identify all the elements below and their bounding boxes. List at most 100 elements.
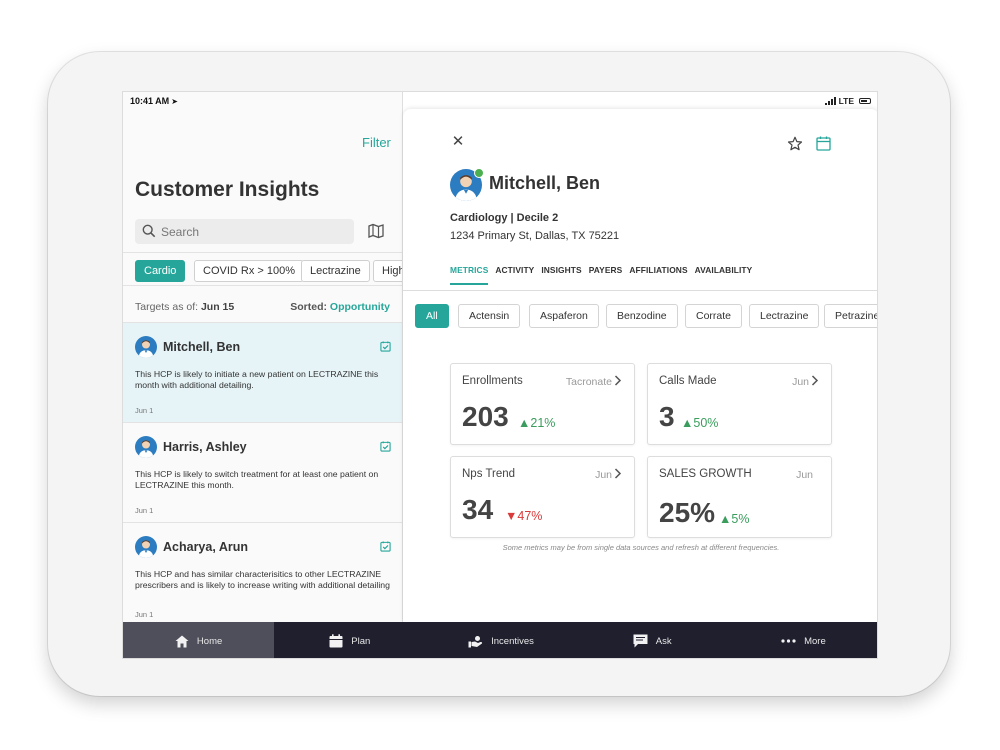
home-icon (175, 635, 189, 647)
nav-label: More (804, 635, 826, 647)
search-input[interactable] (161, 219, 346, 244)
nav-home[interactable]: Home (123, 622, 275, 658)
metric-card-sales-growth[interactable]: SALES GROWTH Jun 25% ▲5% (647, 456, 832, 538)
network-label: LTE (838, 96, 854, 106)
chip-cardio[interactable]: Cardio (135, 260, 186, 282)
product-chip-all[interactable]: All (415, 304, 449, 328)
hcp-name: Mitchell, Ben (163, 340, 241, 354)
product-chip-aspaferon[interactable]: Aspaferon (529, 304, 599, 328)
hcp-description: This HCP and has similar characterisitic… (135, 569, 390, 590)
battery-icon (859, 98, 871, 104)
targets-date-line: Targets as of: Jun 15 (135, 301, 235, 313)
product-chip-benzodine[interactable]: Benzodine (606, 304, 678, 328)
filter-chips: Cardio COVID Rx > 100% Lectrazine High (123, 252, 402, 286)
hcp-description: This HCP is likely to initiate a new pat… (135, 369, 379, 390)
tab-payers[interactable]: PAYERS (588, 265, 623, 275)
calendar-icon[interactable] (816, 136, 831, 151)
avatar (450, 169, 482, 201)
hcp-name: Acharya, Arun (163, 540, 248, 554)
sort-control[interactable]: Sorted: Opportunity (290, 301, 390, 313)
metric-change: ▲50% (681, 416, 719, 430)
metric-change: ▲5% (719, 512, 750, 526)
more-icon (781, 639, 796, 643)
product-chip-corrate[interactable]: Corrate (685, 304, 743, 328)
metric-change: ▲21% (518, 416, 556, 430)
detail-tabs: METRICS ACTIVITY INSIGHTS PAYERS AFFILIA… (450, 265, 752, 285)
customer-list-pane: 10:41 AM➤ Filter Customer Insights Cardi… (123, 92, 403, 622)
location-arrow-icon: ➤ (171, 97, 178, 106)
chip-high[interactable]: High (373, 260, 402, 282)
product-chip-petrazine[interactable]: Petrazine (824, 304, 877, 328)
hcp-address: 1234 Primary St, Dallas, TX 75221 (450, 230, 620, 242)
avatar (135, 336, 157, 358)
metric-value: 34 (462, 494, 494, 525)
metric-subtitle: Jun (796, 469, 813, 481)
chat-icon (633, 634, 648, 648)
arrow-up-icon: ▲ (681, 416, 694, 430)
tab-insights[interactable]: INSIGHTS (541, 265, 582, 275)
filter-button[interactable]: Filter (362, 135, 391, 150)
hcp-card[interactable]: Acharya, Arun This HCP and has similar c… (123, 523, 402, 622)
metric-title: Enrollments (462, 375, 523, 387)
tab-activity[interactable]: ACTIVITY (495, 265, 535, 275)
hcp-date: Jun 1 (135, 506, 154, 515)
close-button[interactable]: ✕ (451, 133, 465, 150)
arrow-down-icon: ▼ (505, 509, 518, 523)
nav-label: Ask (655, 635, 672, 647)
search-icon (142, 224, 156, 238)
nav-more[interactable]: More (728, 622, 877, 658)
metric-card-enrollments[interactable]: Enrollments Tacronate 203 ▲21% (450, 363, 635, 445)
divider (123, 522, 402, 523)
arrow-up-icon: ▲ (719, 512, 732, 526)
tab-metrics[interactable]: METRICS (450, 265, 489, 285)
hcp-card[interactable]: Mitchell, Ben This HCP is likely to init… (123, 323, 402, 422)
metric-value: 203 (462, 401, 509, 432)
avatar (135, 436, 157, 458)
metric-title: SALES GROWTH (659, 468, 752, 480)
metric-change: ▼47% (505, 509, 543, 523)
status-time: 10:41 AM ➤ (130, 96, 178, 106)
nav-incentives[interactable]: Incentives (425, 622, 576, 658)
hcp-detail-name: Mitchell, Ben (489, 173, 601, 193)
metric-title: Calls Made (659, 375, 717, 387)
chip-covid[interactable]: COVID Rx > 100% (194, 260, 305, 282)
incentives-icon (468, 635, 483, 647)
task-check-icon (380, 541, 391, 552)
hcp-specialty: Cardiology | Decile 2 (450, 212, 559, 224)
nav-plan[interactable]: Plan (274, 622, 425, 658)
metric-subtitle: Jun (595, 469, 612, 481)
hcp-description: This HCP is likely to switch treatment f… (135, 469, 379, 490)
metric-card-nps-trend[interactable]: Nps Trend Jun 34 ▼47% (450, 456, 635, 538)
tab-availability[interactable]: AVAILABILITY (694, 265, 753, 275)
metric-subtitle: Tacronate (565, 376, 612, 388)
metric-card-calls-made[interactable]: Calls Made Jun 3 ▲50% (647, 363, 832, 445)
tab-affiliations[interactable]: AFFILIATIONS (629, 265, 688, 275)
divider (123, 422, 402, 423)
task-check-icon (380, 441, 391, 452)
favorite-star-icon[interactable] (787, 136, 803, 152)
metric-value: 25% (659, 497, 716, 528)
hcp-date: Jun 1 (135, 406, 154, 415)
product-chips: All Actensin Aspaferon Benzodine Corrate… (415, 304, 877, 328)
calendar-icon (329, 634, 343, 648)
hcp-card[interactable]: Harris, Ashley This HCP is likely to swi… (123, 423, 402, 522)
status-badge-icon (474, 168, 484, 178)
chevron-right-icon (614, 468, 622, 479)
nav-label: Home (196, 635, 223, 647)
search-box[interactable] (135, 219, 354, 244)
product-chip-lectrazine[interactable]: Lectrazine (749, 304, 820, 328)
signal-icon (824, 97, 836, 105)
hcp-detail-sheet: ✕ Mitchell, Ben Cardiology | Decile 2 12… (403, 109, 877, 622)
map-icon[interactable] (368, 223, 384, 239)
arrow-up-icon: ▲ (518, 416, 531, 430)
chip-lectrazine[interactable]: Lectrazine (301, 260, 370, 282)
hcp-name: Harris, Ashley (163, 440, 247, 454)
app-screen: 10:41 AM➤ Filter Customer Insights Cardi… (122, 91, 878, 659)
task-check-icon (380, 341, 391, 352)
product-chip-actensin[interactable]: Actensin (458, 304, 521, 328)
nav-ask[interactable]: Ask (577, 622, 728, 658)
chevron-right-icon (811, 375, 819, 386)
metric-subtitle: Jun (792, 376, 809, 388)
avatar (135, 536, 157, 558)
nav-label: Incentives (491, 635, 534, 647)
